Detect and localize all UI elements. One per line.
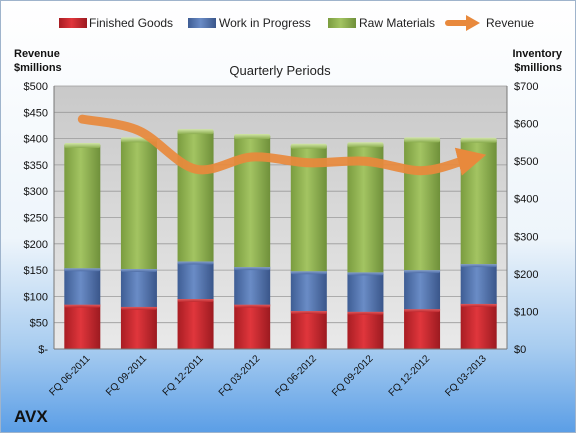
left-tick-label: $300 [24, 186, 48, 198]
left-axis-label-line2: $millions [14, 62, 62, 74]
revenue-point-fq-09-2012 [365, 161, 366, 162]
left-tick-label: $200 [24, 239, 48, 251]
bar-cap-raw-materials-fq-03-2012 [234, 133, 271, 139]
right-tick-label: $400 [514, 194, 538, 206]
right-tick-label: $600 [514, 119, 538, 131]
bar-finished-goods-fq-03-2012 [234, 304, 271, 349]
left-tick-label: $350 [24, 160, 48, 172]
right-axis-label-line1: Inventory [512, 48, 562, 60]
revenue-point-fq-03-2013 [478, 159, 479, 160]
right-tick-label: $100 [514, 306, 538, 318]
bar-work-in-progress-fq-03-2013 [460, 264, 497, 304]
legend-arrow-revenue [466, 15, 480, 31]
left-tick-label: $100 [24, 291, 48, 303]
bar-cap-raw-materials-fq-06-2011 [64, 142, 101, 148]
right-axis-label-line2: $millions [514, 62, 562, 74]
company-label: AVX [14, 407, 48, 426]
bar-cap-raw-materials-fq-03-2013 [460, 137, 497, 143]
bar-work-in-progress-fq-09-2011 [120, 268, 157, 307]
right-tick-label: $500 [514, 156, 538, 168]
left-tick-label: $- [38, 344, 48, 356]
bar-raw-materials-fq-09-2011 [120, 139, 157, 269]
right-tick-label: $700 [514, 81, 538, 93]
right-tick-label: $0 [514, 344, 526, 356]
legend-label-revenue: Revenue [486, 16, 534, 30]
left-tick-label: $150 [24, 265, 48, 277]
bar-finished-goods-fq-03-2013 [460, 303, 497, 349]
revenue-point-fq-06-2012 [308, 162, 309, 163]
chart-subtitle: Quarterly Periods [229, 63, 331, 78]
revenue-line [77, 114, 487, 176]
left-tick-label: $500 [24, 81, 48, 93]
bar-work-in-progress-fq-03-2012 [234, 267, 271, 305]
bars [64, 129, 497, 349]
bar-work-in-progress-fq-12-2012 [404, 270, 441, 310]
bar-finished-goods-fq-12-2012 [404, 309, 441, 349]
bar-finished-goods-fq-09-2012 [347, 311, 384, 349]
bar-raw-materials-fq-12-2012 [404, 139, 441, 271]
bar-finished-goods-fq-09-2011 [120, 306, 157, 349]
bar-cap-raw-materials-fq-06-2012 [290, 143, 327, 149]
legend-swatch-raw-materials [328, 18, 356, 28]
bar-raw-materials-fq-12-2011 [177, 131, 214, 262]
legend: Finished Goods Work in Progress Raw Mate… [59, 15, 534, 31]
revenue-point-fq-03-2012 [252, 157, 253, 158]
legend-label-work-in-progress: Work in Progress [219, 16, 311, 30]
legend-swatch-finished-goods [59, 18, 87, 28]
right-tick-label: $200 [514, 269, 538, 281]
bar-cap-raw-materials-fq-12-2011 [177, 129, 214, 135]
bar-finished-goods-fq-12-2011 [177, 299, 214, 349]
legend-label-raw-materials: Raw Materials [359, 16, 435, 30]
bar-finished-goods-fq-06-2012 [290, 311, 327, 349]
left-tick-label: $400 [24, 134, 48, 146]
revenue-point-fq-06-2011 [82, 119, 83, 120]
bar-work-in-progress-fq-06-2012 [290, 271, 327, 312]
legend-label-finished-goods: Finished Goods [89, 16, 173, 30]
right-tick-label: $300 [514, 231, 538, 243]
revenue-point-fq-12-2012 [422, 170, 423, 171]
bar-cap-raw-materials-fq-09-2012 [347, 142, 384, 148]
revenue-point-fq-12-2011 [195, 169, 196, 170]
bar-finished-goods-fq-06-2011 [64, 304, 101, 349]
left-axis-label-line1: Revenue [14, 48, 60, 60]
legend-swatch-work-in-progress [188, 18, 216, 28]
bar-cap-raw-materials-fq-12-2012 [404, 137, 441, 143]
bar-work-in-progress-fq-12-2011 [177, 261, 214, 300]
bar-work-in-progress-fq-06-2011 [64, 268, 101, 305]
revenue-line-path [77, 114, 487, 176]
left-tick-label: $450 [24, 107, 48, 119]
left-tick-label: $250 [24, 213, 48, 225]
bar-raw-materials-fq-06-2011 [64, 144, 101, 269]
left-tick-label: $50 [30, 318, 48, 330]
revenue-point-fq-09-2011 [138, 130, 139, 131]
bar-work-in-progress-fq-09-2012 [347, 272, 384, 312]
